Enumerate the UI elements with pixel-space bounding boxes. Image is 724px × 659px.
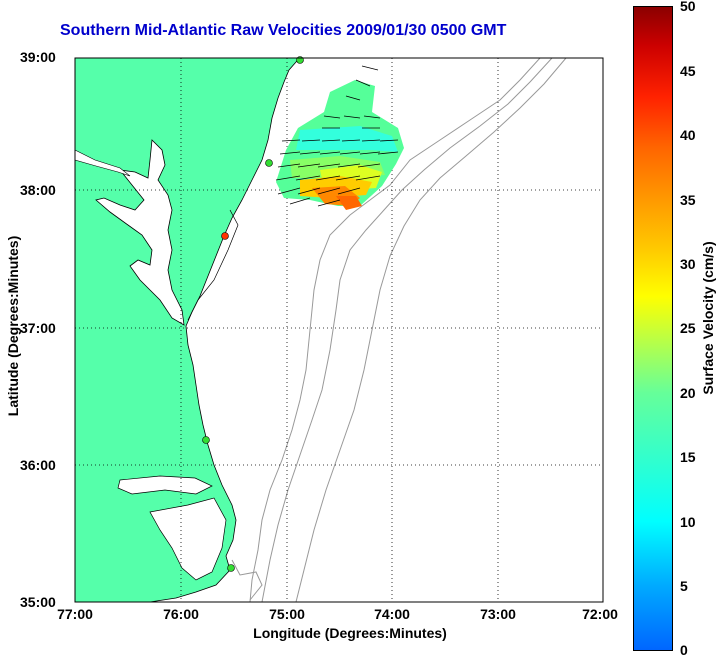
colorbar-tick: 0 [680,642,688,658]
potomac-river [74,149,131,177]
velocity-field [275,65,404,210]
station-marker [265,159,273,167]
station-marker [202,436,210,444]
colorbar-tick: 10 [680,514,696,530]
chesapeake-bay [95,139,185,326]
map-title: Southern Mid-Atlantic Raw Velocities 200… [60,22,507,39]
x-tick-label: 76:00 [163,606,199,622]
colorbar-tick: 35 [680,192,696,208]
delmarva-barrier [187,209,239,321]
colorbar-tick: 20 [680,385,696,401]
y-tick-label: 37:00 [20,320,56,336]
x-tick-label: 72:00 [582,606,618,622]
albemarle-sound [117,475,213,495]
colorbar-tick: 45 [680,63,696,79]
colorbar-tick: 50 [680,0,696,14]
x-axis-label: Longitude (Degrees:Minutes) [253,625,447,641]
colorbar-tick: 30 [680,256,696,272]
x-tick-label: 77:00 [57,606,93,622]
station-marker [227,564,235,572]
x-tick-label: 75:00 [269,606,305,622]
velocity-colorbar [633,6,673,651]
colorbar-tick: 25 [680,320,696,336]
x-tick-label: 74:00 [374,606,410,622]
y-tick-label: 39:00 [20,49,56,65]
x-tick-label: 73:00 [480,606,516,622]
colorbar-tick: 15 [680,449,696,465]
y-tick-label: 35:00 [20,594,56,610]
colorbar-label: Surface Velocity (cm/s) [700,241,716,395]
bathymetry-contours [231,57,567,603]
y-axis-label: Latitude (Degrees:Minutes) [5,235,21,417]
pamlico-sound [149,497,227,581]
colorbar-tick: 5 [680,578,688,594]
y-tick-label: 36:00 [20,457,56,473]
y-tick-label: 38:00 [20,182,56,198]
velocity-vectors [275,65,399,207]
plot-frame [74,57,604,603]
colorbar-tick: 40 [680,127,696,143]
station-marker [221,232,229,240]
grid-lines [75,58,603,602]
